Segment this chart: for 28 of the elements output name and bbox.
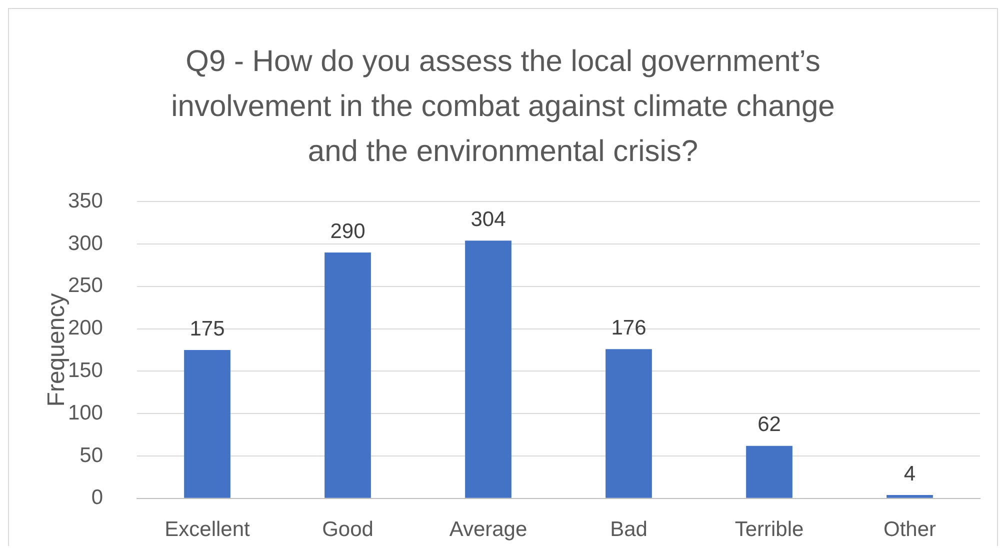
bar xyxy=(886,495,933,498)
x-tick-label: Average xyxy=(449,518,528,541)
x-tick-label: Bad xyxy=(610,518,648,541)
y-tick-label: 50 xyxy=(80,444,103,467)
chart-title: Q9 - How do you assess the local government’s involvement in the combat against climate change and the environmental crisis? xyxy=(170,44,836,170)
y-tick-label: 200 xyxy=(68,316,103,340)
data-label: 176 xyxy=(611,316,646,340)
data-label: 175 xyxy=(190,317,225,340)
data-label: 62 xyxy=(758,413,781,436)
data-label: 304 xyxy=(470,208,506,231)
y-tick-label: 0 xyxy=(91,486,103,510)
y-axis-title: Frequency xyxy=(43,293,70,407)
x-tick-label: Terrible xyxy=(734,518,804,541)
bar xyxy=(184,350,230,498)
y-tick-label: 250 xyxy=(68,274,103,298)
x-tick-label: Excellent xyxy=(164,518,250,541)
bar xyxy=(746,446,792,498)
y-tick-label: 350 xyxy=(68,189,103,212)
y-tick-label: 150 xyxy=(68,358,103,382)
x-tick-label: Other xyxy=(883,518,936,541)
data-label: 290 xyxy=(330,220,366,243)
data-label: 4 xyxy=(904,462,916,486)
x-tick-label: Good xyxy=(322,518,374,541)
bar xyxy=(324,252,371,498)
y-tick-label: 300 xyxy=(68,232,103,255)
y-tick-label: 100 xyxy=(68,401,103,424)
bar xyxy=(465,240,512,498)
bar xyxy=(606,349,652,498)
